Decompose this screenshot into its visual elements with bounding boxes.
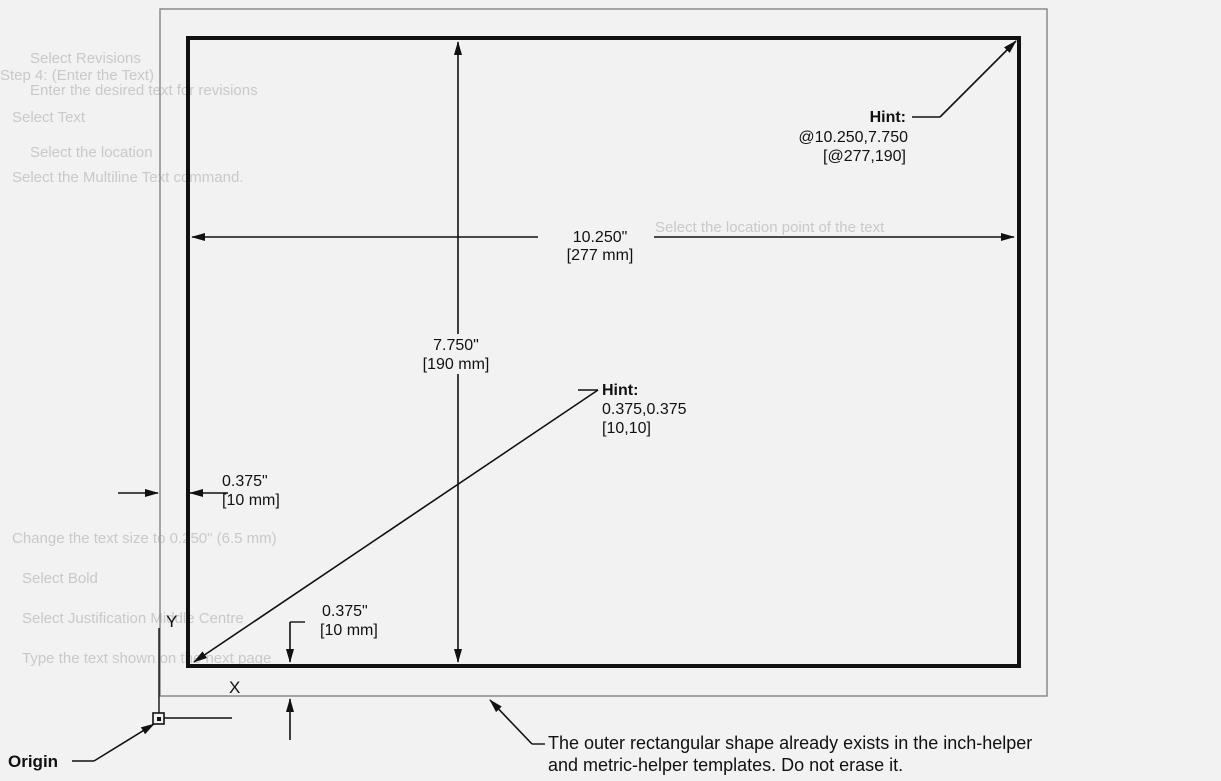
height-dimension-inch: 7.750" <box>433 337 479 354</box>
y-axis-label: Y <box>166 612 177 631</box>
bleed-line: Select Revisions <box>30 50 141 67</box>
border-rectangle <box>186 36 1021 668</box>
bleed-line: Select Bold <box>22 570 98 587</box>
width-dimension-mm: [277 mm] <box>567 247 634 264</box>
hint-top-right-coords: @10.250,7.750 <box>798 129 908 146</box>
bleed-line: Select Text <box>12 109 86 126</box>
height-dimension-mask <box>410 334 504 374</box>
width-dimension-inch: 10.250" <box>573 229 628 246</box>
origin-label: Origin <box>8 752 58 771</box>
hint-center-leader <box>193 389 599 663</box>
bleed-line: Select Justification Middle Centre <box>22 610 244 627</box>
hint-center-metric: [10,10] <box>602 420 651 437</box>
hint-top-right-metric: [@277,190] <box>823 148 906 165</box>
note-line-2: and metric-helper templates. Do not eras… <box>548 755 903 775</box>
bleed-line: Change the text size to 0.250" (6.5 mm) <box>12 530 277 547</box>
note-leader <box>489 699 533 745</box>
hint-top-right-title: Hint: <box>870 109 906 126</box>
outer-helper-rectangle <box>159 8 1048 697</box>
left-offset-mm: [10 mm] <box>222 492 280 509</box>
height-dimension-mm: [190 mm] <box>423 356 490 373</box>
bleed-line: Select the Multiline Text command. <box>12 169 244 186</box>
left-offset-inch: 0.375" <box>222 473 268 490</box>
bleed-line: Type the text shown on the next page <box>22 650 271 667</box>
bottom-offset-mm: [10 mm] <box>320 622 378 639</box>
note-line-1: The outer rectangular shape already exis… <box>548 733 1032 753</box>
hint-center-coords: 0.375,0.375 <box>602 401 687 418</box>
hint-center-title: Hint: <box>602 382 638 399</box>
x-axis-label: X <box>229 678 240 697</box>
bleed-line: Step 4: (Enter the Text) <box>0 67 154 84</box>
hint-top-right-leader <box>939 40 1017 118</box>
origin-leader <box>93 723 155 762</box>
bleed-line: Select the location <box>30 144 153 161</box>
bottom-offset-inch: 0.375" <box>322 603 368 620</box>
bleed-line: Enter the desired text for revisions <box>30 82 258 99</box>
bleed-line: Select the location point of the text <box>655 219 885 236</box>
width-dimension-mask <box>538 224 654 260</box>
ucs-icon: Y X <box>152 612 240 725</box>
